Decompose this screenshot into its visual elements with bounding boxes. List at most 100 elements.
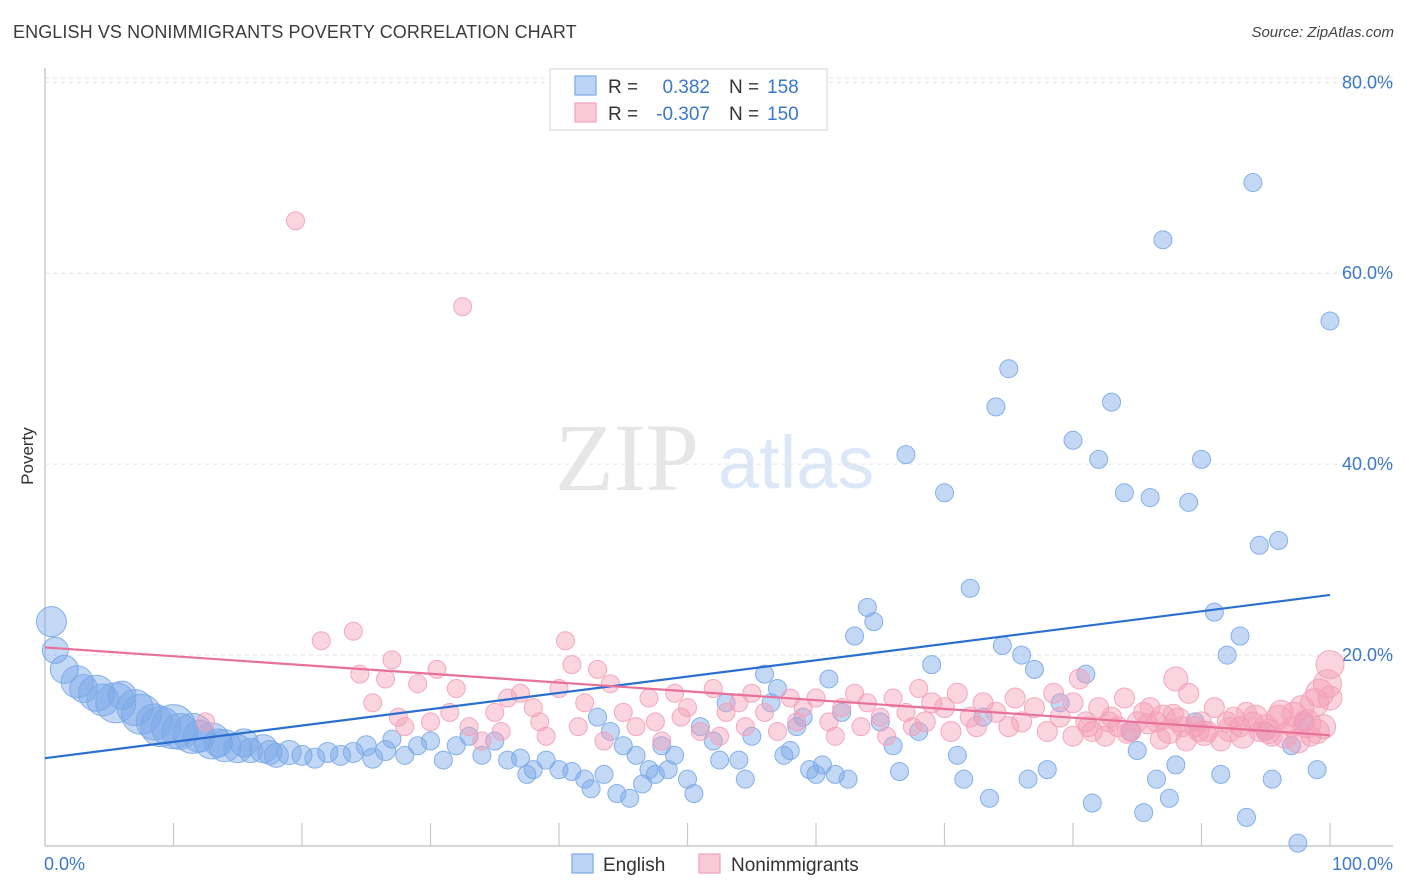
english-point [1018, 769, 1038, 789]
english-point [238, 738, 264, 764]
english-point [1211, 764, 1231, 784]
english-point [1217, 645, 1237, 665]
english-point [960, 578, 980, 598]
nonimmigrants-point [196, 712, 216, 732]
nonimmigrants-point [1077, 716, 1099, 738]
english-point [690, 717, 710, 737]
x-axis-ticks [172, 823, 1331, 846]
nonimmigrants-point [902, 717, 922, 737]
nonimmigrants-point [421, 712, 440, 732]
english-point [665, 745, 685, 765]
english-point [633, 774, 653, 794]
nonimmigrants-r-value: -0.307 [656, 104, 710, 125]
nonimmigrants-point [870, 707, 890, 727]
english-point [838, 769, 858, 789]
nonimmigrants-point [877, 726, 897, 746]
nonimmigrants-point [1149, 728, 1171, 750]
english-point [408, 736, 428, 756]
chart-title: ENGLISH VS NONIMMIGRANTS POVERTY CORRELA… [13, 22, 577, 42]
nonimmigrants-point [1094, 725, 1116, 747]
nonimmigrants-points [196, 211, 1345, 754]
english-point [1153, 230, 1173, 250]
english-point [510, 748, 530, 768]
english-point [620, 788, 640, 808]
nonimmigrants-point [485, 702, 505, 722]
english-n-label: N = [729, 77, 759, 98]
english-r-label: R = [608, 77, 638, 98]
nonimmigrants-point [562, 655, 582, 675]
english-point [342, 741, 364, 763]
english-point [954, 769, 974, 789]
english-point [819, 669, 839, 689]
nonimmigrants-n-value: 150 [767, 104, 799, 125]
english-point [1114, 483, 1134, 503]
english-point [883, 736, 903, 756]
x-tick-label-0: 0.0% [44, 854, 85, 874]
english-point [1012, 645, 1032, 665]
nonimmigrants-point [1178, 682, 1200, 704]
english-point [986, 397, 1006, 417]
english-r-value: 0.382 [662, 77, 710, 98]
english-point [1102, 392, 1122, 412]
english-point [1159, 788, 1179, 808]
nonimmigrants-point [1004, 687, 1026, 709]
english-point [1076, 664, 1096, 684]
nonimmigrants-point [896, 702, 916, 722]
english-legend-label: English [603, 855, 665, 876]
english-point [658, 760, 678, 780]
nonimmigrants-point [555, 631, 575, 651]
nonimmigrants-point [568, 717, 588, 737]
nonimmigrants-point [1023, 697, 1045, 719]
english-point [645, 764, 665, 784]
series-legend: English Nonimmigrants [571, 853, 859, 876]
english-point [1236, 807, 1256, 827]
x-tick-label-100: 100.0% [1332, 854, 1393, 874]
english-point [291, 744, 313, 766]
y-tick-labels: 20.0% 40.0% 60.0% 80.0% [1342, 72, 1393, 665]
nonimmigrants-point [1162, 703, 1184, 725]
nonimmigrants-point [671, 707, 691, 727]
english-point [362, 747, 384, 769]
english-point [979, 788, 999, 808]
english-point [1082, 793, 1102, 813]
english-legend-swatch [574, 75, 597, 96]
nonimmigrants-point [665, 683, 685, 703]
nonimmigrants-legend-swatch [574, 102, 597, 123]
nonimmigrants-point [755, 702, 775, 722]
nonimmigrants-point [1116, 722, 1138, 744]
nonimmigrants-point [806, 688, 826, 708]
english-point [1243, 173, 1263, 193]
english-point [607, 783, 627, 803]
nonimmigrants-point [690, 721, 710, 741]
english-point [742, 726, 762, 746]
english-bottom-swatch [571, 853, 594, 874]
nonimmigrants-point [716, 702, 736, 722]
english-point [1127, 741, 1147, 761]
english-point [35, 606, 67, 638]
english-points [35, 173, 1340, 853]
english-point [523, 760, 543, 780]
english-point [1288, 833, 1308, 853]
nonimmigrants-point [343, 621, 363, 641]
nonimmigrants-point [735, 717, 755, 737]
english-point [1134, 803, 1154, 823]
english-point [864, 612, 884, 632]
english-point [375, 740, 397, 762]
english-point [229, 728, 259, 758]
nonimmigrants-point [710, 726, 730, 746]
english-point [581, 779, 601, 799]
nonimmigrants-point [594, 731, 614, 751]
english-point [263, 742, 289, 768]
nonimmigrants-point [453, 297, 473, 317]
y-tick-label-60: 60.0% [1342, 263, 1393, 283]
english-point [678, 769, 697, 789]
english-point [1262, 769, 1282, 789]
english-point [69, 673, 99, 703]
nonimmigrants-point [523, 698, 543, 718]
english-point [140, 706, 182, 748]
english-point [1089, 449, 1109, 469]
english-point [257, 739, 283, 765]
nonimmigrants-point [678, 698, 697, 718]
nonimmigrants-point [1163, 666, 1189, 692]
nonimmigrants-point [446, 678, 466, 698]
